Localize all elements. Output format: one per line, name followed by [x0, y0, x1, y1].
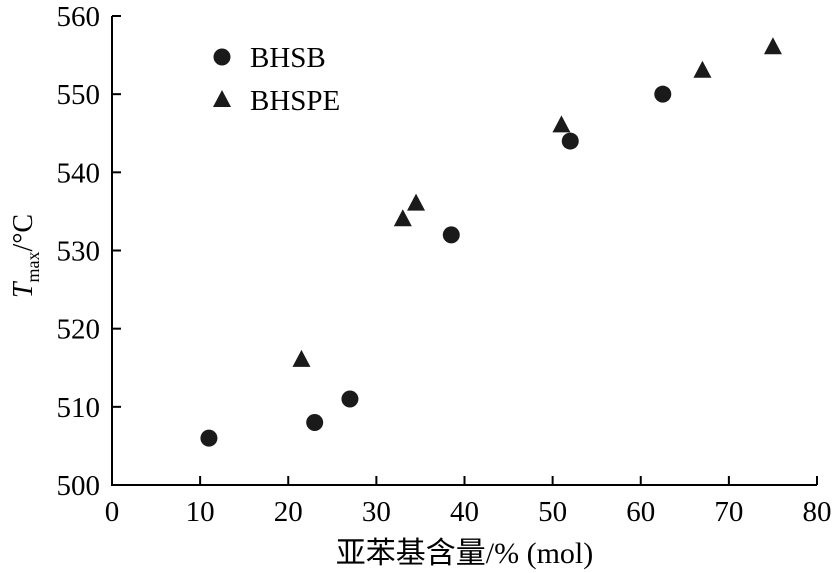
data-point-circle: [306, 413, 324, 431]
x-axis-label: 亚苯基含量/% (mol): [335, 537, 594, 570]
data-point-circle: [341, 390, 359, 408]
x-tick-label: 80: [803, 496, 832, 528]
data-point-triangle: [407, 193, 426, 211]
x-tick-label: 10: [186, 496, 215, 528]
x-tick-label: 0: [105, 496, 120, 528]
y-tick-label: 520: [57, 314, 101, 346]
y-tick-label: 530: [57, 236, 101, 268]
data-point-circle: [654, 85, 672, 103]
data-point-triangle: [763, 37, 782, 55]
data-point-circle: [213, 48, 231, 66]
data-point-triangle: [552, 115, 571, 133]
data-point-circle: [200, 429, 218, 447]
x-tick-label: 60: [626, 496, 655, 528]
y-tick-label: 540: [57, 157, 101, 189]
legend-label: BHSB: [250, 42, 326, 74]
y-axis-symbol: T: [8, 282, 40, 299]
data-point-triangle: [292, 349, 311, 367]
x-tick-label: 20: [274, 496, 303, 528]
data-point-triangle: [393, 209, 412, 227]
y-axis-subscript: max: [22, 251, 43, 283]
legend-label: BHSPE: [250, 85, 340, 117]
x-tick-label: 70: [714, 496, 743, 528]
y-tick-label: 560: [57, 1, 101, 33]
data-point-triangle: [693, 60, 712, 78]
y-tick-label: 510: [57, 392, 101, 424]
x-tick-label: 40: [450, 496, 479, 528]
data-point-circle: [561, 132, 579, 150]
data-point-triangle: [213, 90, 231, 107]
y-tick-label: 550: [57, 79, 101, 111]
x-tick-label: 50: [538, 496, 567, 528]
y-axis-suffix: /°C: [8, 213, 40, 252]
y-axis-label: Tmax/°C: [8, 214, 44, 298]
y-tick-label: 500: [57, 470, 101, 502]
x-tick-label: 30: [362, 496, 391, 528]
data-point-circle: [442, 226, 460, 244]
